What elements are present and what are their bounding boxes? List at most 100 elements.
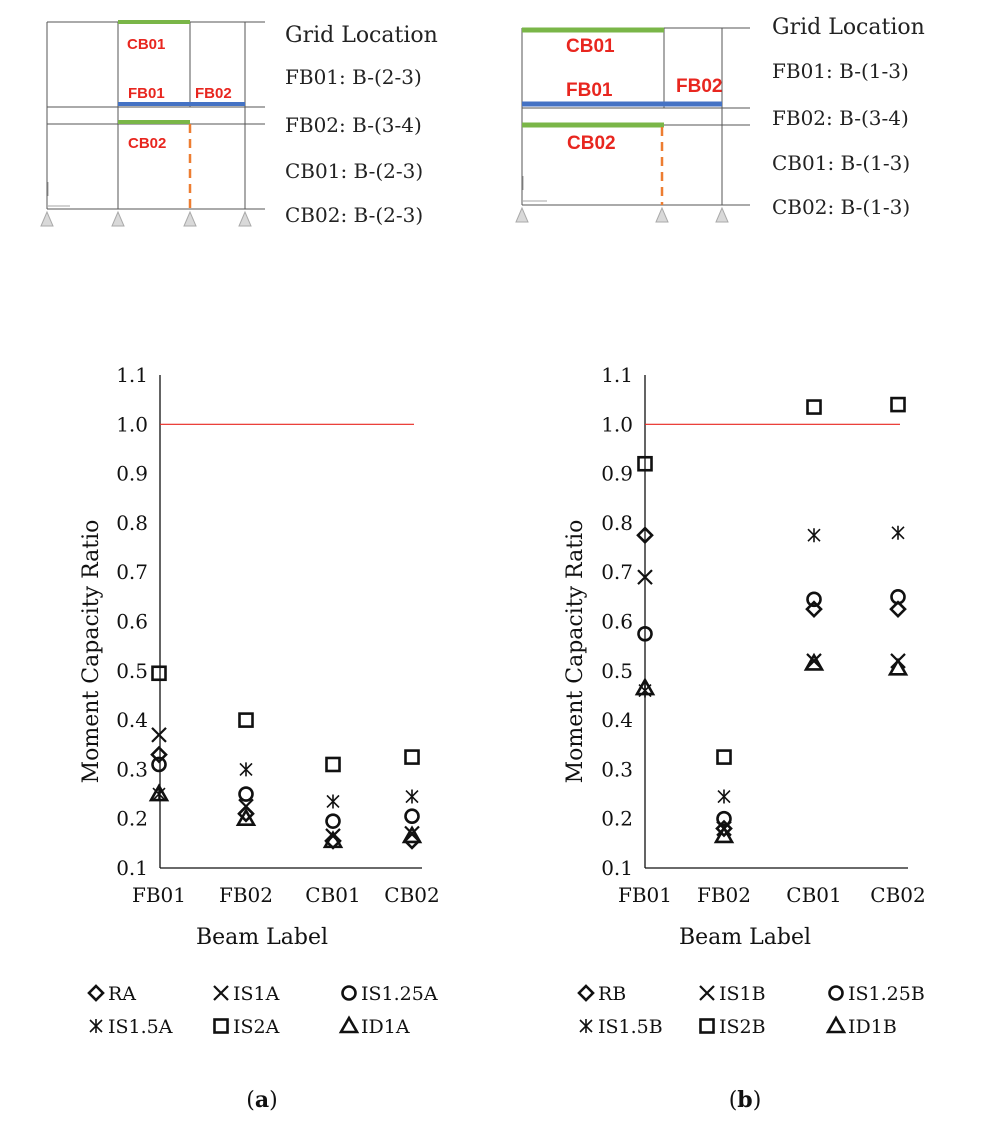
marker-asterisk [807,528,821,543]
legend-marker-square [699,1018,715,1034]
x-axis-label: Beam Label [679,925,811,950]
grid-line: FB02: B-(3-4) [772,106,909,130]
legend-marker-x [699,985,715,1001]
x-tick-label: FB01 [132,883,186,907]
supports-a [40,210,252,227]
marker-square [325,756,341,773]
y-axis-label: Moment Capacity Ratio [563,520,588,784]
grid-line: CB02: B-(2-3) [285,203,423,227]
cb01-label: CB01 [127,36,165,53]
x-tick-label: FB02 [697,883,751,907]
marker-x [238,798,254,815]
marker-triangle [401,825,423,844]
x-tick-label: CB01 [786,883,841,907]
y-tick-label: 0.7 [601,560,633,584]
legend-label: IS2B [719,1016,766,1038]
x-tick-label: FB01 [618,883,672,907]
marker-square [890,396,906,413]
y-tick-label: 0.6 [601,610,633,634]
grid-line: CB01: B-(1-3) [772,151,910,175]
grid-line: CB02: B-(1-3) [772,195,910,219]
y-tick-label: 0.1 [116,856,148,880]
marker-diamond [889,600,907,619]
support-icon [515,206,529,223]
legend-label: RB [598,983,626,1005]
marker-square [716,749,732,765]
fb01-label: FB01 [566,80,613,101]
legend-marker-asterisk [89,1019,103,1033]
legend-marker-circle [828,985,844,1001]
x-tick-label: CB02 [870,883,925,907]
cb01-label: CB01 [566,36,615,57]
y-tick-label: 0.9 [116,462,148,486]
marker-circle [716,810,732,827]
y-tick-label: 0.4 [601,708,633,732]
marker-asterisk [717,789,731,804]
marker-circle [238,786,254,802]
marker-asterisk [239,762,253,777]
legend-label: IS1.5B [598,1016,663,1038]
y-axis-label: Moment Capacity Ratio [79,520,104,784]
y-tick-label: 0.1 [601,856,633,880]
marker-diamond [636,526,654,545]
marker-triangle [148,783,170,802]
support-icon [111,210,125,227]
legend-label: IS1.25A [361,983,438,1005]
legend-label: IS1.25B [848,983,925,1005]
legend-marker-diamond [577,984,595,1002]
marker-triangle [803,652,825,671]
y-tick-label: 0.2 [601,807,633,831]
marker-square [806,399,822,415]
support-icon [715,206,729,223]
cb02-label: CB02 [128,135,166,152]
x-tick-label: FB02 [219,883,273,907]
y-tick-label: 0.5 [601,659,633,683]
legend-marker-circle [341,985,357,1001]
marker-circle [637,626,653,642]
legend-label: IS2A [233,1016,280,1038]
marker-circle [325,813,341,829]
chart-a: 0.1 0.2 0.3 0.4 0.5 0.6 0.7 0.8 0.9 1.0 1.1 FB01 FB0… [79,363,440,1113]
support-icon [238,210,252,227]
x-axis-label: Beam Label [196,925,328,950]
marker-diamond [715,819,733,838]
fb02-label: FB02 [195,85,232,102]
grid-location-title: Grid Location [285,23,438,48]
marker-square [637,455,653,472]
support-icon [40,210,54,227]
marker-asterisk [405,789,419,804]
y-tick-label: 0.3 [116,757,148,781]
legend-marker-triangle [338,1015,360,1034]
x-tick-label: CB01 [305,883,360,907]
grid-line: CB01: B-(2-3) [285,159,423,183]
legend-label: IS1.5A [108,1016,173,1038]
marker-asterisk [152,787,166,802]
schematic-a: CB01 FB01 FB02 CB02 Grid Location FB01: … [40,20,438,227]
y-tick-label: 0.5 [116,659,148,683]
marker-x [637,569,653,585]
frame-grid-b [521,27,750,206]
marker-circle [151,756,167,773]
marker-circle [404,808,420,825]
y-tick-label: 0.9 [601,462,633,486]
legend-label: IS1B [719,983,766,1005]
marker-diamond [805,600,823,619]
axis-triad-icon [522,176,547,202]
legend-marker-square [213,1018,229,1034]
y-tick-label: 0.4 [116,708,148,732]
marker-square [151,665,167,682]
marker-asterisk [326,794,340,809]
y-tick-label: 0.2 [116,807,148,831]
y-tick-label: 0.8 [116,511,148,535]
y-tick-label: 1.1 [116,363,148,387]
y-tick-label: 1.0 [116,412,148,436]
legend-marker-asterisk [579,1019,593,1033]
marker-asterisk [891,525,905,540]
schematic-b: CB01 FB01 FB02 CB02 Grid Location FB01: … [515,15,925,223]
legend-label: RA [108,983,136,1005]
panel-caption: (b) [729,1087,762,1113]
marker-square [238,712,254,728]
legend-label: ID1B [848,1016,897,1038]
y-tick-label: 1.1 [601,363,633,387]
